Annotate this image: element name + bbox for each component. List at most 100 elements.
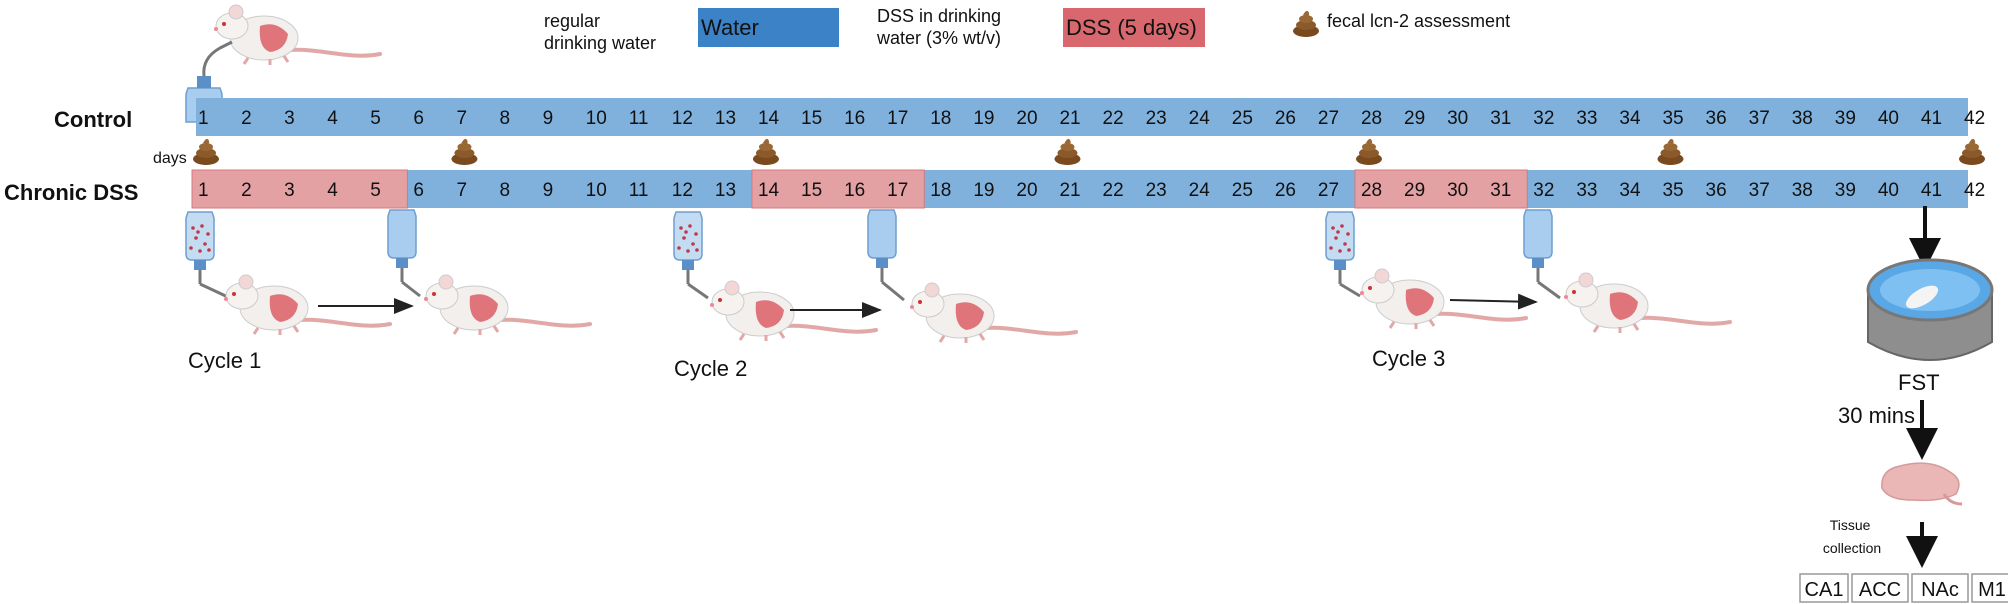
dss-day-label: 19 bbox=[973, 180, 994, 201]
control-day-label: 29 bbox=[1404, 108, 1425, 129]
mouse-icon bbox=[908, 281, 1078, 345]
control-mouse-icon bbox=[212, 3, 382, 67]
control-timeline: 1 2 3 4 5 6 7 8 9 10 11 12 13 14 15 16 17 18 19 20 21 22 23 24 2… bbox=[196, 98, 1985, 136]
dss-water-bar bbox=[196, 170, 1968, 208]
cycle-3-label: Cycle 3 bbox=[1372, 346, 1445, 371]
control-day-label: 3 bbox=[284, 108, 295, 129]
dss-day-label: 42 bbox=[1964, 180, 1985, 201]
dss-day-label: 34 bbox=[1619, 180, 1641, 201]
control-day-label: 23 bbox=[1146, 108, 1167, 129]
dss-day-label: 9 bbox=[543, 180, 554, 201]
control-day-label: 42 bbox=[1964, 108, 1985, 129]
dss-day-label: 23 bbox=[1146, 180, 1167, 201]
dss-day-label: 2 bbox=[241, 180, 252, 201]
control-day-label: 12 bbox=[672, 108, 693, 129]
dss-day-label: 26 bbox=[1275, 180, 1296, 201]
legend-water-desc-line2: drinking water bbox=[544, 33, 656, 53]
dss-day-label: 20 bbox=[1016, 180, 1037, 201]
control-day-label: 14 bbox=[758, 108, 780, 129]
region-box bbox=[1799, 573, 1849, 603]
control-day-label: 21 bbox=[1059, 108, 1080, 129]
dss-day-label: 38 bbox=[1792, 180, 1813, 201]
cycle-2-label: Cycle 2 bbox=[674, 356, 747, 381]
cycle-illustrations: Cycle 1 Cycle 2 Cycle 3 bbox=[188, 267, 1732, 381]
days-label: days bbox=[153, 150, 187, 167]
region-label: M1 bbox=[1978, 579, 2006, 601]
mouse-icon bbox=[1562, 271, 1732, 335]
fecal-icon bbox=[1054, 138, 1081, 165]
legend-water-description: regular drinking water bbox=[544, 11, 656, 53]
control-day-label: 6 bbox=[413, 108, 424, 129]
legend-water-desc-line1: regular bbox=[544, 11, 600, 31]
chronic-dss-row-label: Chronic DSS bbox=[4, 180, 138, 205]
control-day-label: 9 bbox=[543, 108, 554, 129]
mouse-icon bbox=[1358, 267, 1528, 331]
control-day-label: 7 bbox=[456, 108, 467, 129]
wait-time-label: 30 mins bbox=[1838, 403, 1915, 428]
control-day-label: 34 bbox=[1619, 108, 1641, 129]
region-label: NAc bbox=[1921, 579, 1959, 601]
fecal-icon bbox=[193, 138, 219, 165]
fecal-icon bbox=[1657, 138, 1684, 165]
control-day-label: 41 bbox=[1921, 108, 1942, 129]
dss-day-label: 24 bbox=[1189, 180, 1211, 201]
fecal-icon bbox=[451, 138, 478, 165]
dss-day-label: 30 bbox=[1447, 180, 1468, 201]
water-bottle-icon bbox=[866, 208, 898, 284]
cycle-1-label: Cycle 1 bbox=[188, 348, 261, 373]
legend-dss-label: DSS (5 days) bbox=[1066, 15, 1197, 40]
legend-fecal-icon bbox=[1293, 10, 1319, 37]
dss-day-label: 14 bbox=[758, 180, 780, 201]
control-day-label: 32 bbox=[1533, 108, 1554, 129]
control-day-label: 19 bbox=[973, 108, 994, 129]
legend-water-label: Water bbox=[701, 15, 759, 40]
dss-day-label: 18 bbox=[930, 180, 951, 201]
control-day-label: 16 bbox=[844, 108, 865, 129]
fecal-icon bbox=[1355, 138, 1382, 165]
legend-dss-swatch bbox=[1063, 8, 1205, 47]
control-day-label: 10 bbox=[586, 108, 607, 129]
region-label: ACC bbox=[1859, 579, 1901, 601]
control-day-label: 24 bbox=[1189, 108, 1211, 129]
region-box bbox=[1971, 573, 2008, 603]
legend-dss-desc-line2: water (3% wt/v) bbox=[876, 28, 1001, 48]
control-day-label: 22 bbox=[1103, 108, 1124, 129]
control-day-label: 15 bbox=[801, 108, 822, 129]
control-day-label: 26 bbox=[1275, 108, 1296, 129]
control-day-label: 20 bbox=[1016, 108, 1037, 129]
control-day-label: 28 bbox=[1361, 108, 1382, 129]
control-day-label: 33 bbox=[1576, 108, 1597, 129]
fecal-assessment-markers bbox=[193, 138, 1985, 165]
dss-day-label: 6 bbox=[413, 180, 424, 201]
tissue-line2: collection bbox=[1823, 540, 1881, 556]
chronic-dss-timeline: 1 2 3 4 5 6 7 8 9 10 11 12 13 14 15 16 17 18 19 20 21 22 23 24 2… bbox=[191, 169, 1985, 209]
dss-day-label: 17 bbox=[887, 180, 908, 201]
dss-day-label: 36 bbox=[1706, 180, 1727, 201]
dss-day-label: 21 bbox=[1059, 180, 1080, 201]
dss-day-label: 10 bbox=[586, 180, 607, 201]
dss-day-label: 22 bbox=[1103, 180, 1124, 201]
control-day-label: 18 bbox=[930, 108, 951, 129]
dss-period-1 bbox=[191, 169, 408, 209]
control-day-label: 25 bbox=[1232, 108, 1253, 129]
dss-day-label: 25 bbox=[1232, 180, 1253, 201]
dss-day-label: 11 bbox=[629, 180, 649, 201]
control-day-label: 4 bbox=[327, 108, 338, 129]
treatment-bottles bbox=[184, 208, 1554, 286]
fecal-icon bbox=[752, 138, 779, 165]
water-bottle-icon bbox=[386, 208, 418, 284]
dss-day-label: 32 bbox=[1533, 180, 1554, 201]
dss-bottle-icon bbox=[1324, 210, 1356, 286]
control-day-label: 35 bbox=[1662, 108, 1683, 129]
dss-day-label: 13 bbox=[715, 180, 736, 201]
forced-swim-tank-icon bbox=[1866, 258, 1994, 361]
dss-day-label: 3 bbox=[284, 180, 295, 201]
control-day-label: 17 bbox=[887, 108, 908, 129]
legend-water-swatch bbox=[698, 8, 839, 47]
control-day-label: 39 bbox=[1835, 108, 1856, 129]
dss-period-2 bbox=[751, 169, 925, 209]
dss-day-label: 15 bbox=[801, 180, 822, 201]
control-day-label: 8 bbox=[500, 108, 511, 129]
brain-icon bbox=[1881, 462, 1963, 506]
